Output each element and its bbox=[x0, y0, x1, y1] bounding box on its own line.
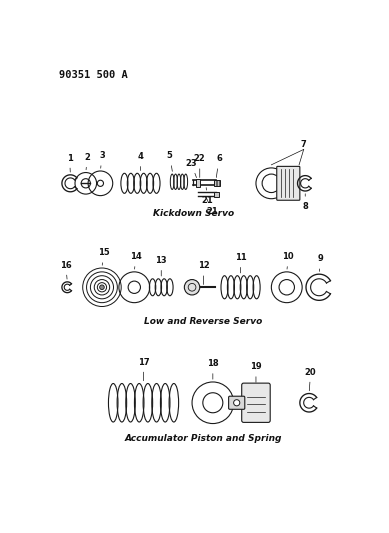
Circle shape bbox=[100, 285, 104, 289]
Text: Kickdown Servo: Kickdown Servo bbox=[153, 208, 234, 217]
Text: 5: 5 bbox=[167, 151, 173, 171]
Text: 20: 20 bbox=[305, 368, 316, 391]
Text: 8: 8 bbox=[302, 194, 308, 211]
Text: 90351 500 A: 90351 500 A bbox=[59, 70, 128, 80]
Text: 17: 17 bbox=[138, 358, 149, 381]
FancyBboxPatch shape bbox=[277, 166, 300, 200]
Text: 23: 23 bbox=[186, 159, 197, 177]
Text: 14: 14 bbox=[130, 252, 142, 269]
FancyBboxPatch shape bbox=[229, 396, 245, 409]
Bar bbox=[196, 180, 200, 187]
Text: 19: 19 bbox=[250, 362, 262, 382]
Text: 12: 12 bbox=[198, 261, 209, 285]
Text: 15: 15 bbox=[98, 248, 109, 265]
Text: 18: 18 bbox=[207, 359, 219, 379]
Text: 6: 6 bbox=[216, 154, 222, 177]
Circle shape bbox=[234, 400, 240, 406]
FancyBboxPatch shape bbox=[242, 383, 270, 422]
Circle shape bbox=[184, 280, 200, 295]
Text: 7: 7 bbox=[301, 140, 307, 149]
Bar bbox=[214, 192, 219, 197]
Text: 22: 22 bbox=[194, 154, 206, 177]
Text: 11: 11 bbox=[235, 253, 247, 273]
Text: Low and Reverse Servo: Low and Reverse Servo bbox=[144, 317, 263, 326]
Text: 10: 10 bbox=[282, 252, 294, 269]
Text: 16: 16 bbox=[60, 261, 72, 279]
Text: 1: 1 bbox=[67, 154, 73, 172]
Text: Accumulator Piston and Spring: Accumulator Piston and Spring bbox=[125, 434, 282, 443]
Text: 4: 4 bbox=[138, 152, 144, 171]
Text: 21: 21 bbox=[202, 188, 213, 205]
Text: 2: 2 bbox=[84, 153, 90, 170]
Text: 9: 9 bbox=[318, 254, 324, 271]
Text: 21: 21 bbox=[206, 199, 218, 216]
Text: 3: 3 bbox=[99, 151, 105, 168]
Bar bbox=[214, 180, 220, 187]
Text: 13: 13 bbox=[156, 256, 167, 276]
